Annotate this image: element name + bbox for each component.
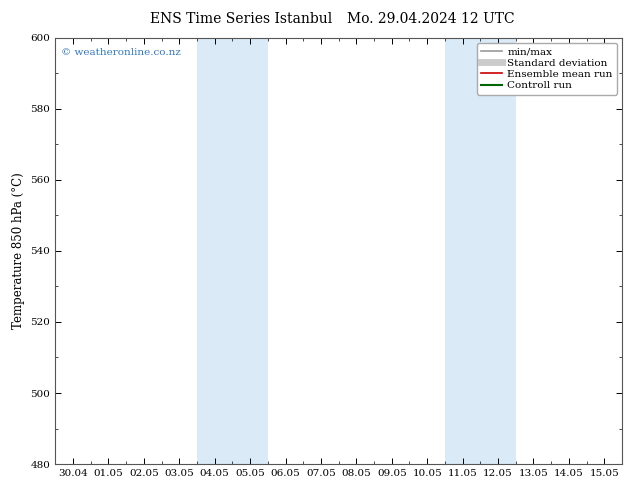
Bar [233,38,268,464]
Bar [481,38,515,464]
Text: © weatheronline.co.nz: © weatheronline.co.nz [61,48,181,57]
Bar [197,38,233,464]
Y-axis label: Temperature 850 hPa (°C): Temperature 850 hPa (°C) [12,172,25,329]
Text: ENS Time Series Istanbul: ENS Time Series Istanbul [150,12,332,26]
Text: Mo. 29.04.2024 12 UTC: Mo. 29.04.2024 12 UTC [347,12,515,26]
Legend: min/max, Standard deviation, Ensemble mean run, Controll run: min/max, Standard deviation, Ensemble me… [477,43,617,95]
Bar [445,38,481,464]
